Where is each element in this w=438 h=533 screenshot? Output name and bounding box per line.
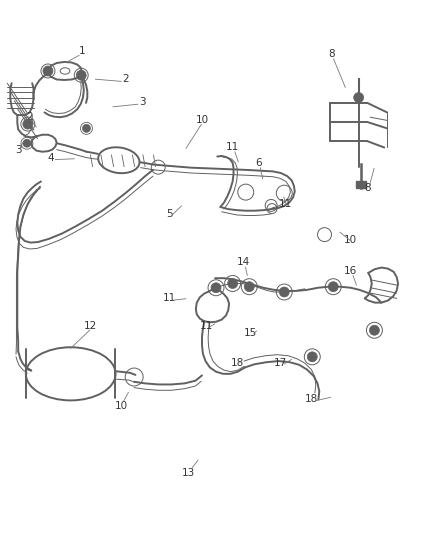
Circle shape [353, 93, 363, 102]
Circle shape [43, 66, 53, 76]
Bar [355, 182, 365, 188]
Text: 6: 6 [255, 158, 261, 168]
Text: 11: 11 [226, 142, 239, 152]
Text: 10: 10 [195, 115, 208, 125]
Text: 11: 11 [162, 293, 175, 303]
Text: 10: 10 [114, 401, 127, 411]
Circle shape [328, 282, 338, 292]
Text: 8: 8 [363, 183, 370, 193]
Text: 18: 18 [230, 358, 243, 368]
Text: 8: 8 [327, 49, 334, 59]
Circle shape [227, 279, 237, 288]
Text: 3: 3 [139, 97, 146, 107]
Text: 3: 3 [15, 144, 21, 155]
Circle shape [307, 352, 317, 362]
Text: 17: 17 [273, 358, 287, 368]
Text: 10: 10 [343, 235, 357, 245]
Text: 11: 11 [278, 199, 291, 209]
Text: 14: 14 [237, 257, 250, 267]
Text: 18: 18 [304, 394, 317, 405]
Text: 2: 2 [122, 75, 128, 84]
Text: 16: 16 [343, 266, 357, 276]
Text: 4: 4 [48, 152, 54, 163]
Circle shape [82, 124, 90, 132]
Text: 15: 15 [243, 328, 256, 338]
Circle shape [244, 282, 254, 292]
Text: 1: 1 [78, 46, 85, 56]
Circle shape [211, 283, 220, 293]
Circle shape [279, 287, 289, 297]
Text: 12: 12 [84, 321, 97, 331]
Text: 11: 11 [199, 321, 212, 331]
Text: 5: 5 [166, 209, 172, 220]
Text: 2: 2 [26, 112, 32, 122]
Circle shape [23, 139, 31, 147]
Text: 13: 13 [182, 467, 195, 478]
Circle shape [76, 70, 86, 80]
Circle shape [369, 325, 378, 335]
Circle shape [23, 119, 33, 129]
